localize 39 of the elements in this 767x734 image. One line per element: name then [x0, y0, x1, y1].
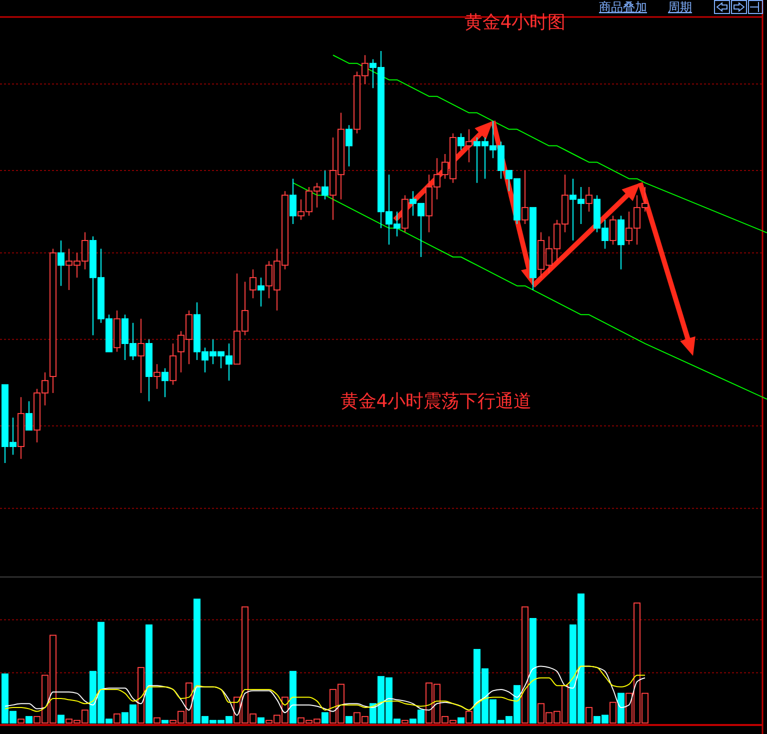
bar: [322, 712, 328, 724]
candlestick: [346, 124, 352, 167]
bar: [402, 720, 408, 724]
bar: [18, 718, 24, 724]
candlestick: [154, 364, 160, 390]
candlestick: [586, 186, 592, 212]
bar: [138, 667, 144, 724]
candlestick: [610, 215, 616, 246]
bar: [290, 670, 296, 724]
candlestick: [250, 268, 256, 299]
candlestick: [322, 170, 328, 200]
chart-title: 黄金4小时图: [464, 12, 566, 33]
candlestick: [258, 277, 264, 307]
candlestick: [26, 400, 32, 431]
bar: [346, 716, 352, 724]
bar: [26, 716, 32, 724]
text: 周期: [668, 0, 692, 14]
candlestick: [58, 240, 64, 286]
text: 商品叠加: [599, 0, 647, 14]
candlestick: [138, 318, 144, 394]
candlestick: [522, 170, 528, 225]
bar: [530, 618, 536, 724]
bar: [146, 624, 152, 724]
bar: [114, 713, 120, 724]
candlestick: [466, 128, 472, 163]
bar: [458, 717, 464, 724]
bar: [258, 717, 264, 724]
bar: [58, 714, 64, 724]
candlestick: [162, 368, 168, 398]
annotation: 黄金4小时震荡下行通道: [340, 391, 532, 412]
bar: [522, 606, 528, 724]
bar: [610, 702, 616, 724]
bar: [586, 707, 592, 724]
bar: [466, 710, 472, 724]
bar: [162, 720, 168, 724]
candlestick: [290, 178, 296, 225]
bar: [618, 692, 624, 724]
bar: [154, 717, 160, 724]
candlestick: [458, 132, 464, 150]
